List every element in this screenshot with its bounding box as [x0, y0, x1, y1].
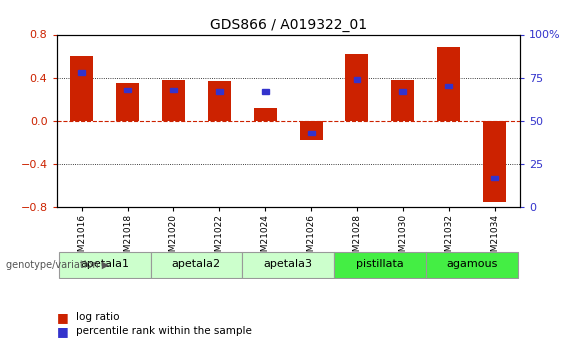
Text: genotype/variation ▶: genotype/variation ▶: [6, 260, 109, 270]
Bar: [79, 70, 85, 75]
Bar: [150, 252, 242, 278]
Bar: [426, 252, 518, 278]
Bar: [437, 47, 460, 121]
Bar: [116, 83, 139, 121]
Bar: [334, 252, 426, 278]
Text: ■: ■: [56, 311, 68, 324]
Bar: [216, 89, 223, 93]
Bar: [254, 108, 277, 121]
Bar: [399, 89, 406, 93]
Text: agamous: agamous: [446, 259, 497, 269]
Bar: [392, 80, 414, 121]
Bar: [124, 88, 131, 92]
Title: GDS866 / A019322_01: GDS866 / A019322_01: [210, 18, 367, 32]
Bar: [208, 81, 231, 121]
Bar: [262, 89, 268, 93]
Bar: [491, 176, 498, 180]
Bar: [170, 88, 177, 92]
Bar: [483, 121, 506, 201]
Bar: [299, 121, 323, 140]
Text: apetala1: apetala1: [80, 259, 129, 269]
Text: percentile rank within the sample: percentile rank within the sample: [76, 326, 252, 336]
Bar: [59, 252, 150, 278]
Text: ■: ■: [56, 325, 68, 338]
Text: pistillata: pistillata: [356, 259, 404, 269]
Text: apetala2: apetala2: [172, 259, 221, 269]
Bar: [345, 54, 368, 121]
Text: apetala3: apetala3: [264, 259, 312, 269]
Bar: [445, 84, 452, 88]
Bar: [354, 77, 360, 81]
Bar: [162, 80, 185, 121]
Bar: [242, 252, 334, 278]
Bar: [70, 56, 93, 121]
Text: log ratio: log ratio: [76, 313, 120, 322]
Bar: [308, 131, 315, 135]
